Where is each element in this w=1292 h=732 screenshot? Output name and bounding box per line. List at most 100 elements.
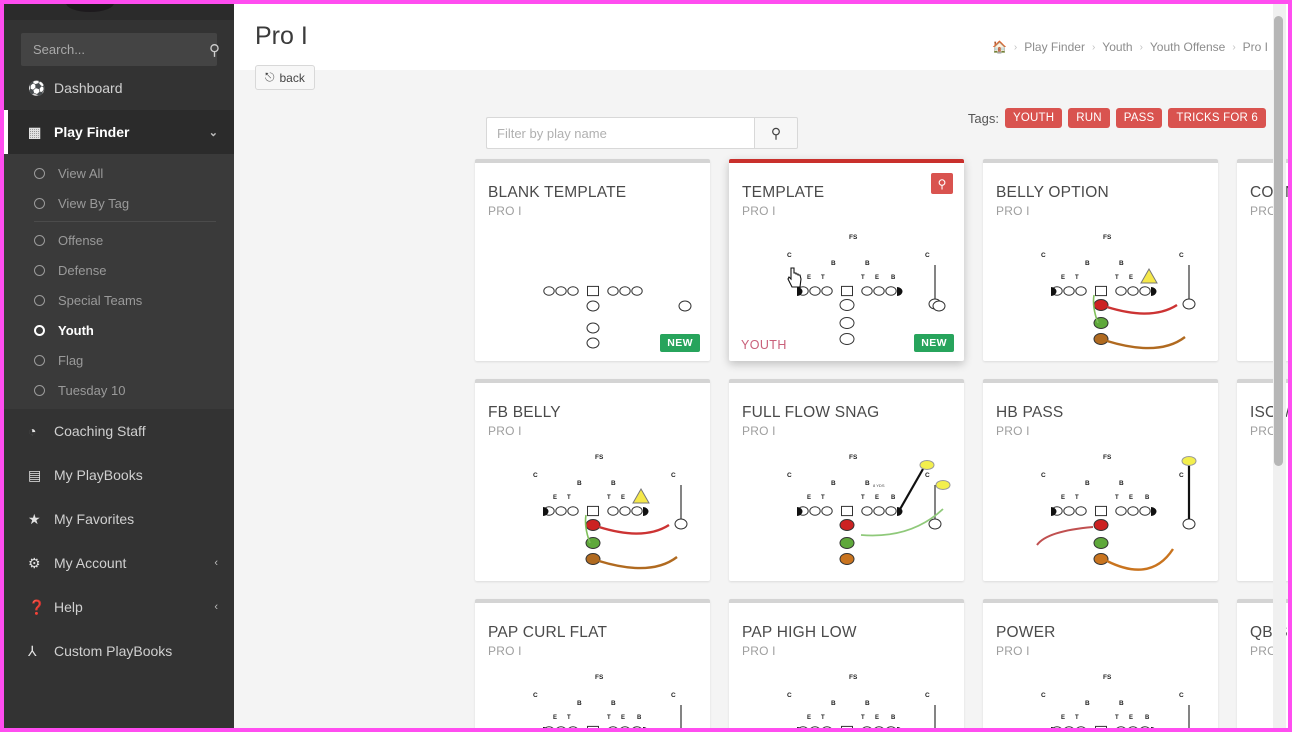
sidebar-subitem-label: Defense — [58, 262, 107, 278]
sidebar-search[interactable]: ⚲ — [21, 33, 220, 66]
filter-input[interactable] — [486, 117, 754, 149]
svg-text:T: T — [567, 715, 571, 721]
sidebar-subitem-offense[interactable]: Offense — [4, 225, 234, 255]
sidebar-subitem-view-by-tag[interactable]: View By Tag — [4, 188, 234, 218]
sidebar-item-play-finder[interactable]: ▦ Play Finder ⌄ — [4, 110, 234, 154]
branch-icon: ⅄ — [28, 642, 37, 659]
scrollbar-track[interactable] — [1273, 4, 1286, 728]
svg-text:T: T — [821, 495, 825, 501]
svg-text:C: C — [1041, 692, 1046, 699]
radio-icon — [34, 324, 45, 336]
svg-text:B: B — [891, 495, 896, 501]
svg-text:E: E — [1129, 275, 1133, 281]
play-card-title: POWER — [996, 624, 1056, 641]
svg-text:T: T — [821, 715, 825, 721]
sidebar-subitem-view-all[interactable]: View All — [4, 158, 234, 188]
sidebar-item-help[interactable]: ❓ Help ‹ — [4, 585, 234, 629]
play-card-formation: PRO I — [488, 424, 522, 438]
svg-text:C: C — [671, 472, 676, 479]
svg-text:E: E — [875, 715, 879, 721]
sidebar-item-my-playbooks[interactable]: ▤ My PlayBooks — [4, 453, 234, 497]
svg-text:E: E — [1061, 495, 1065, 501]
sidebar-item-my-account[interactable]: ⚙ My Account ‹ — [4, 541, 234, 585]
sidebar-subitem-special-teams[interactable]: Special Teams — [4, 285, 234, 315]
svg-text:T: T — [1115, 495, 1119, 501]
play-card[interactable]: HB PASS PRO I C C B B FS E T T E B — [983, 379, 1218, 581]
svg-text:E: E — [553, 715, 557, 721]
play-card[interactable]: BLANK TEMPLATE PRO I NEW — [475, 159, 710, 361]
svg-text:FS: FS — [595, 674, 604, 681]
sidebar-subitem-tuesday-10[interactable]: Tuesday 10 — [4, 375, 234, 405]
svg-text:B: B — [611, 700, 616, 707]
grid-icon: ▦ — [28, 123, 42, 140]
svg-text:E: E — [1129, 715, 1133, 721]
play-card-formation: PRO I — [488, 644, 522, 658]
svg-text:B: B — [831, 700, 836, 707]
sidebar-subitem-flag[interactable]: Flag — [4, 345, 234, 375]
play-card-formation: PRO I — [996, 204, 1030, 218]
play-card[interactable]: POWER PRO I C C B B FS E T T E B — [983, 599, 1218, 728]
breadcrumb-item-youth-offense[interactable]: Youth Offense — [1149, 40, 1226, 54]
play-card-preview-button[interactable]: ⚲ — [931, 173, 953, 194]
sidebar-item-my-favorites[interactable]: ★ My Favorites — [4, 497, 234, 541]
chevron-left-icon[interactable]: ‹ — [214, 557, 218, 569]
tag-pill-pass[interactable]: PASS — [1115, 108, 1163, 128]
sidebar-item-label: Help — [54, 599, 83, 615]
scrollbar-thumb[interactable] — [1274, 16, 1283, 466]
play-card[interactable]: PAP CURL FLAT PRO I C C B B FS E T T E B — [475, 599, 710, 728]
breadcrumb-separator: › — [1013, 41, 1018, 53]
search-input[interactable] — [21, 42, 209, 57]
svg-text:C: C — [787, 692, 792, 699]
play-card-title: HB PASS — [996, 404, 1064, 421]
sidebar-item-label: Custom PlayBooks — [54, 643, 173, 659]
svg-text:B: B — [611, 480, 616, 487]
tag-pill-youth[interactable]: YOUTH — [1004, 108, 1063, 128]
sidebar-subitem-label: View By Tag — [58, 195, 130, 211]
breadcrumb-item-youth[interactable]: Youth — [1102, 40, 1133, 54]
chevron-left-icon[interactable]: ‹ — [214, 601, 218, 613]
sidebar-item-coaching-staff[interactable]: ◔ Coaching Staff — [4, 409, 234, 453]
back-button-label: back — [279, 70, 305, 85]
svg-text:E: E — [1061, 275, 1065, 281]
play-card[interactable]: FULL FLOW SNAG PRO I C C B B FS E T T E B 8 YDS — [729, 379, 964, 581]
svg-text:B: B — [637, 715, 642, 721]
book-icon: ▤ — [28, 466, 42, 483]
sidebar-item-custom-playbooks[interactable]: ⅄ Custom PlayBooks — [4, 629, 234, 673]
svg-text:FS: FS — [1103, 674, 1112, 681]
play-card[interactable]: PAP HIGH LOW PRO I C C B B FS E T T E B — [729, 599, 964, 728]
breadcrumb: 🏠 › Play Finder › Youth › Youth Offense … — [992, 40, 1268, 54]
home-icon[interactable]: 🏠 — [991, 40, 1007, 54]
svg-text:FS: FS — [595, 454, 604, 461]
radio-icon — [34, 167, 45, 179]
svg-text:B: B — [865, 480, 870, 487]
sidebar-item-dashboard[interactable]: ⚽ Dashboard — [4, 66, 234, 110]
svg-text:C: C — [1179, 252, 1184, 259]
svg-text:E: E — [553, 495, 557, 501]
sidebar-submenu: View All View By Tag Offense Defense Special… — [4, 154, 234, 409]
svg-text:B: B — [891, 715, 896, 721]
tag-pill-run[interactable]: RUN — [1068, 108, 1110, 128]
tag-pill-tricks-for-6[interactable]: TRICKS FOR 6 — [1168, 108, 1266, 128]
sidebar-subitem-youth[interactable]: Youth — [4, 315, 234, 345]
svg-text:FS: FS — [849, 674, 858, 681]
play-card-new-badge: NEW — [914, 334, 954, 352]
play-card[interactable]: TEMPLATE PRO I C C B B FS E T T E B ⚲ YOUTH NEW — [729, 159, 964, 361]
play-card-formation: PRO I — [742, 204, 776, 218]
search-icon[interactable]: ⚲ — [209, 41, 220, 59]
svg-text:B: B — [831, 260, 836, 267]
svg-text:C: C — [1179, 692, 1184, 699]
breadcrumb-item-play-finder[interactable]: Play Finder — [1024, 40, 1085, 54]
svg-text:C: C — [671, 692, 676, 699]
play-card-title: BELLY OPTION — [996, 184, 1109, 201]
play-card-tag-youth[interactable]: YOUTH — [741, 338, 787, 352]
filter-search-button[interactable]: ⚲ — [754, 117, 798, 149]
sidebar-subitem-defense[interactable]: Defense — [4, 255, 234, 285]
chevron-down-icon[interactable]: ⌄ — [208, 126, 218, 139]
logo-bar — [4, 4, 234, 20]
back-button[interactable]: ⎋ back — [255, 65, 315, 90]
radio-icon — [34, 354, 45, 366]
